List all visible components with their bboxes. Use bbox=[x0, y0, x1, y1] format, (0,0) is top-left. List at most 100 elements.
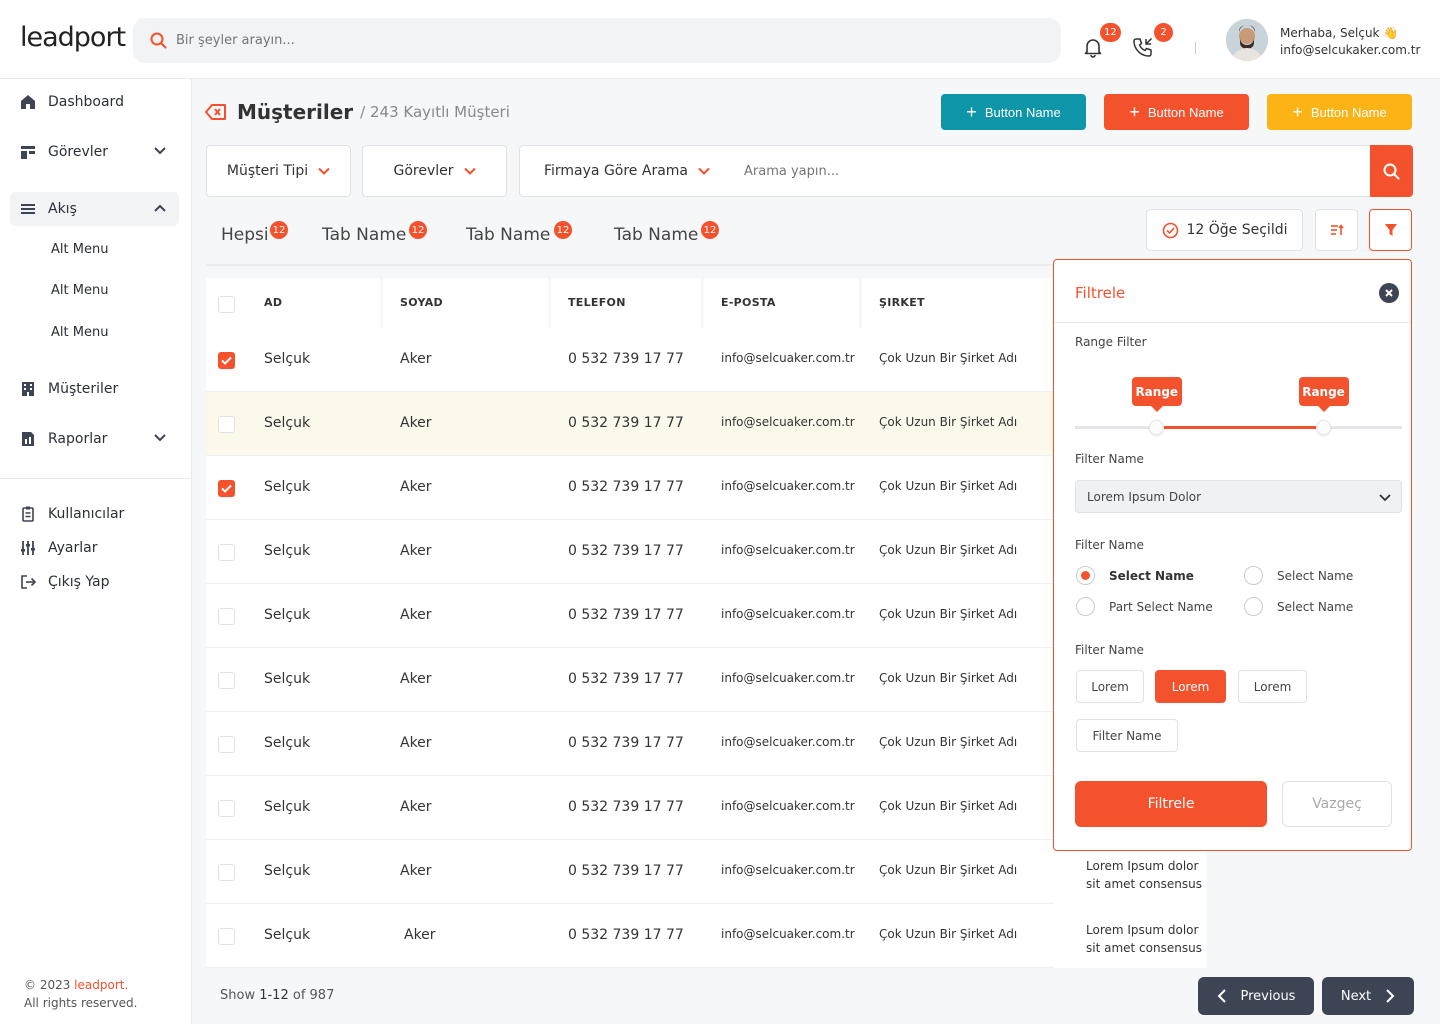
global-search-input[interactable] bbox=[176, 33, 776, 48]
next-button[interactable]: Next bbox=[1322, 977, 1414, 1015]
leadport-logo[interactable]: leadport bbox=[20, 22, 126, 53]
sidebar-subitem-1[interactable]: Alt Menu bbox=[51, 242, 109, 257]
sidebar-subitem-3[interactable]: Alt Menu bbox=[51, 325, 109, 340]
table-row[interactable]: Selçuk Aker 0 532 739 17 77 info@selcuaker.… bbox=[206, 840, 1406, 904]
radio-option[interactable]: Part Select Name bbox=[1076, 597, 1213, 616]
sidebar-item-gorevler[interactable]: Görevler bbox=[10, 135, 179, 169]
tab-name-2[interactable]: Tab Name 12 bbox=[466, 221, 572, 245]
sidebar-subitem-2[interactable]: Alt Menu bbox=[51, 283, 109, 298]
radio-option[interactable]: Select Name bbox=[1244, 597, 1353, 616]
filter-select[interactable]: Lorem Ipsum Dolor bbox=[1075, 480, 1402, 513]
chevron-down-icon[interactable] bbox=[153, 431, 167, 445]
row-checkbox[interactable] bbox=[218, 608, 235, 625]
column-header-soyad[interactable]: SOYAD bbox=[400, 296, 443, 309]
radio-circle[interactable] bbox=[1076, 566, 1095, 585]
radio-option[interactable]: Select Name bbox=[1244, 566, 1353, 585]
table-search-input[interactable] bbox=[744, 163, 1244, 179]
global-search[interactable] bbox=[133, 18, 1061, 63]
range-handle-min[interactable] bbox=[1149, 420, 1165, 435]
previous-button[interactable]: Previous bbox=[1198, 977, 1314, 1015]
cell-eposta[interactable]: info@selcuaker.com.tr bbox=[721, 735, 855, 749]
user-avatar[interactable] bbox=[1226, 19, 1268, 61]
sidebar-item-musteriler[interactable]: Müşteriler bbox=[10, 372, 179, 406]
tabs-underline bbox=[206, 264, 1054, 266]
table-search[interactable] bbox=[734, 145, 1371, 197]
row-checkbox[interactable] bbox=[218, 864, 235, 881]
sidebar-item-ayarlar[interactable]: Ayarlar bbox=[10, 531, 179, 565]
sidebar-item-kullanicilar[interactable]: Kullanıcılar bbox=[10, 497, 179, 531]
table-row[interactable]: Selçuk Aker 0 532 739 17 77 info@selcuaker.… bbox=[206, 584, 1406, 648]
primary-teal-button[interactable]: + Button Name bbox=[941, 94, 1086, 130]
table-row[interactable]: Selçuk Aker 0 532 739 17 77 info@selcuaker.… bbox=[206, 648, 1406, 712]
cell-eposta[interactable]: info@selcuaker.com.tr bbox=[721, 927, 855, 941]
row-checkbox[interactable] bbox=[218, 416, 235, 433]
table-row[interactable]: Selçuk Aker 0 532 739 17 77 info@selcuaker.… bbox=[206, 712, 1406, 776]
bell-icon[interactable] bbox=[1082, 36, 1104, 58]
filter-button[interactable] bbox=[1369, 209, 1412, 251]
apply-filter-button[interactable]: Filtrele bbox=[1075, 781, 1267, 827]
sidebar-item-raporlar[interactable]: Raporlar bbox=[10, 422, 179, 456]
selected-count-box[interactable]: 12 Öğe Seçildi bbox=[1146, 209, 1303, 251]
cell-eposta[interactable]: info@selcuaker.com.tr bbox=[721, 479, 855, 493]
radio-circle[interactable] bbox=[1244, 566, 1263, 585]
select-all-checkbox[interactable] bbox=[218, 296, 235, 313]
chevron-down-icon bbox=[698, 167, 710, 175]
close-button[interactable] bbox=[1379, 283, 1399, 303]
chevron-down-icon[interactable] bbox=[153, 144, 167, 158]
cell-eposta[interactable]: info@selcuaker.com.tr bbox=[721, 863, 855, 877]
cell-eposta[interactable]: info@selcuaker.com.tr bbox=[721, 607, 855, 621]
radio-circle[interactable] bbox=[1076, 597, 1095, 616]
cell-telefon: 0 532 739 17 77 bbox=[568, 479, 684, 495]
chevron-up-icon[interactable] bbox=[153, 201, 167, 215]
filter-chip[interactable]: Lorem bbox=[1076, 670, 1144, 703]
filter-chip-active[interactable]: Lorem bbox=[1155, 670, 1226, 703]
cell-eposta[interactable]: info@selcuaker.com.tr bbox=[721, 543, 855, 557]
primary-yellow-button[interactable]: + Button Name bbox=[1267, 94, 1412, 130]
back-icon[interactable] bbox=[205, 103, 227, 121]
cell-eposta[interactable]: info@selcuaker.com.tr bbox=[721, 671, 855, 685]
cancel-filter-button[interactable]: Vazgeç bbox=[1282, 781, 1392, 827]
range-handle-max[interactable] bbox=[1316, 420, 1332, 435]
column-header-telefon[interactable]: TELEFON bbox=[568, 296, 626, 309]
copyright-brand[interactable]: leadport. bbox=[74, 978, 129, 992]
row-checkbox[interactable] bbox=[218, 928, 235, 945]
filter-chip[interactable]: Filter Name bbox=[1076, 719, 1178, 752]
tasks-dropdown[interactable]: Görevler bbox=[362, 145, 507, 197]
phone-call-icon[interactable] bbox=[1132, 36, 1154, 58]
cell-eposta[interactable]: info@selcuaker.com.tr bbox=[721, 799, 855, 813]
sort-button[interactable] bbox=[1315, 209, 1358, 251]
row-checkbox[interactable] bbox=[218, 736, 235, 753]
column-header-ad[interactable]: AD bbox=[264, 296, 283, 309]
radio-option[interactable]: Select Name bbox=[1076, 566, 1194, 585]
row-checkbox[interactable] bbox=[218, 800, 235, 817]
cell-eposta[interactable]: info@selcuaker.com.tr bbox=[721, 415, 855, 429]
tab-name-3[interactable]: Tab Name 12 bbox=[614, 221, 719, 245]
column-header-eposta[interactable]: E-POSTA bbox=[721, 296, 776, 309]
table-row[interactable]: Selçuk Aker 0 532 739 17 77 info@selcuaker.… bbox=[206, 456, 1406, 520]
search-button[interactable] bbox=[1370, 145, 1413, 197]
tab-name-1[interactable]: Tab Name 12 bbox=[322, 221, 427, 245]
cell-sirket: Çok Uzun Bir Şirket Adı bbox=[879, 607, 1018, 621]
column-header-sirket[interactable]: ŞIRKET bbox=[879, 296, 925, 309]
table-row[interactable]: Selçuk Aker 0 532 739 17 77 info@selcuaker.… bbox=[206, 520, 1406, 584]
radio-circle[interactable] bbox=[1244, 597, 1263, 616]
sidebar-item-cikis[interactable]: Çıkış Yap bbox=[10, 565, 179, 599]
sidebar-item-label: Görevler bbox=[48, 144, 109, 160]
filter-chip[interactable]: Lorem bbox=[1238, 670, 1307, 703]
sidebar-item-dashboard[interactable]: Dashboard bbox=[10, 85, 179, 119]
table-row[interactable]: Selçuk Aker 0 532 739 17 77 info@selcuaker.… bbox=[206, 328, 1406, 392]
sidebar-item-akis[interactable]: Akış bbox=[10, 192, 179, 226]
company-search-dropdown[interactable]: Firmaya Göre Arama bbox=[519, 145, 735, 197]
table-row[interactable]: Selçuk Aker 0 532 739 17 77 info@selcuaker.… bbox=[206, 904, 1406, 968]
row-checkbox[interactable] bbox=[218, 544, 235, 561]
row-checkbox[interactable] bbox=[218, 672, 235, 689]
row-checkbox[interactable] bbox=[218, 480, 235, 497]
filter-select-value: Lorem Ipsum Dolor bbox=[1087, 489, 1202, 504]
customer-type-dropdown[interactable]: Müşteri Tipi bbox=[206, 145, 351, 197]
row-checkbox[interactable] bbox=[218, 352, 235, 369]
tab-hepsi[interactable]: Hepsi 12 bbox=[221, 221, 288, 245]
cell-eposta[interactable]: info@selcuaker.com.tr bbox=[721, 351, 855, 365]
table-row[interactable]: Selçuk Aker 0 532 739 17 77 info@selcuaker.… bbox=[206, 776, 1406, 840]
range-fill bbox=[1156, 426, 1324, 429]
primary-orange-button[interactable]: + Button Name bbox=[1104, 94, 1249, 130]
